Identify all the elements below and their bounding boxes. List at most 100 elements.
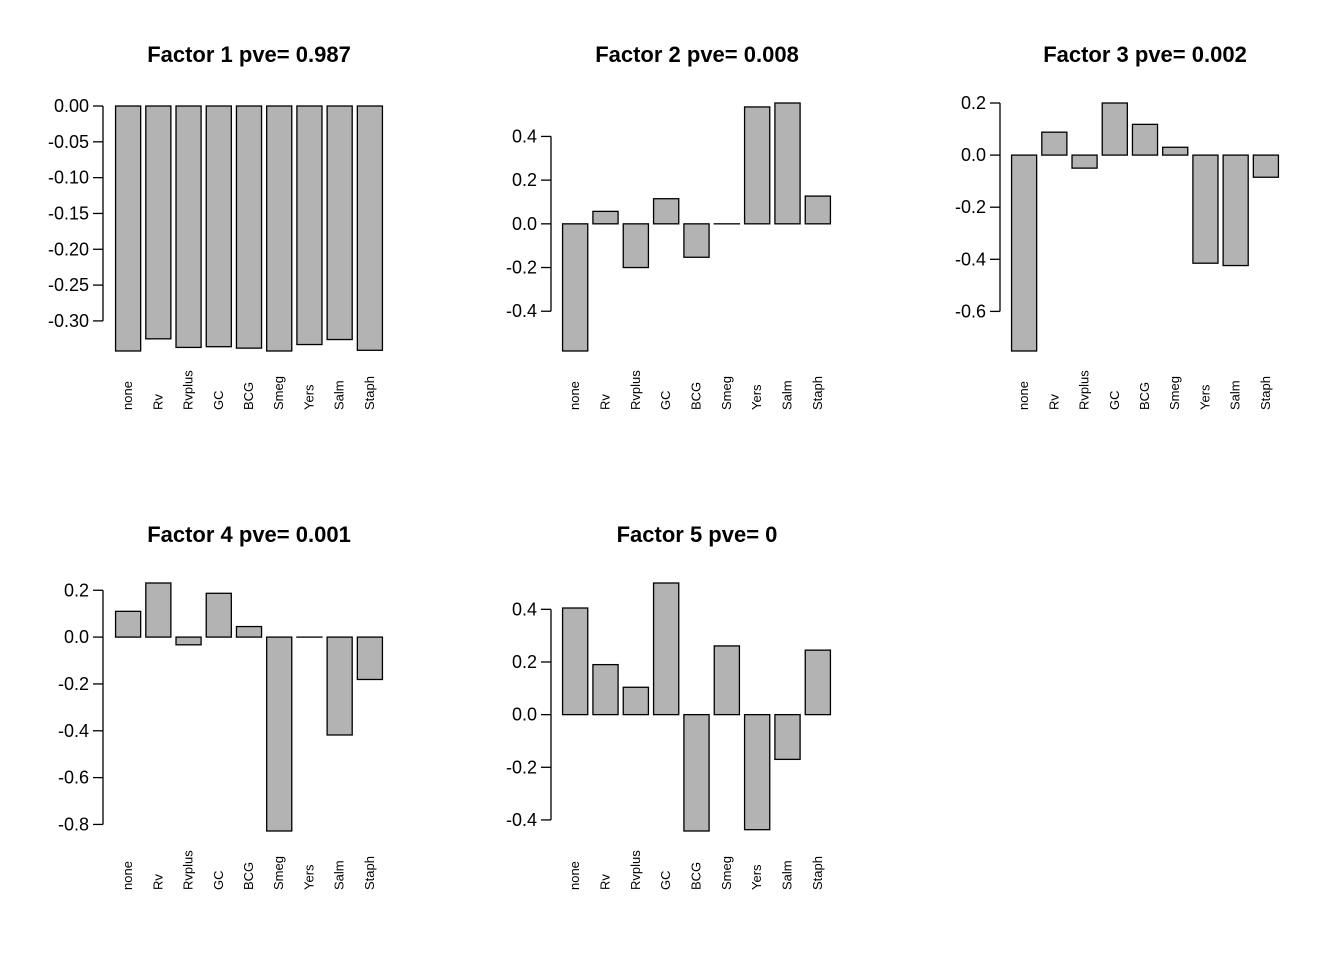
- factor-panel-3: Factor 3 pve= 0.002-0.6-0.4-0.20.00.2non…: [955, 42, 1278, 410]
- category-label: Rvplus: [628, 850, 643, 890]
- category-label: Yers: [301, 384, 316, 410]
- bar-salm: [1223, 155, 1248, 265]
- bar-salm: [775, 715, 800, 760]
- factor-panel-2: Factor 2 pve= 0.008-0.4-0.20.00.20.4none…: [506, 42, 830, 410]
- y-tick-label: -0.4: [506, 301, 537, 321]
- category-label: Salm: [780, 380, 795, 410]
- y-tick-label: 0.0: [512, 705, 537, 725]
- category-label: Salm: [332, 860, 347, 890]
- bar-staph: [357, 637, 382, 679]
- y-tick-label: 0.2: [512, 170, 537, 190]
- y-tick-label: -0.20: [48, 239, 89, 259]
- bar-yers: [745, 107, 770, 224]
- category-label: GC: [211, 391, 226, 411]
- bar-staph: [1253, 155, 1278, 177]
- category-label: Yers: [749, 864, 764, 890]
- bar-none: [116, 106, 141, 351]
- bar-rvplus: [1072, 155, 1097, 168]
- bar-bcg: [684, 715, 709, 831]
- factor-panel-1: Factor 1 pve= 0.987 0.00 -0.05 -0.10 -0.15 -0…: [48, 42, 382, 410]
- bar-rvplus: [176, 106, 201, 347]
- bar-yers: [745, 715, 770, 830]
- y-tick-label: -0.4: [506, 810, 537, 830]
- bar-bcg: [684, 224, 709, 257]
- category-label: Staph: [810, 376, 825, 410]
- category-label: BCG: [241, 862, 256, 890]
- y-tick-label: 0.4: [512, 126, 537, 146]
- category-label: none: [120, 861, 135, 890]
- y-tick-label: -0.8: [58, 814, 89, 834]
- category-label: Yers: [749, 384, 764, 410]
- category-label: Smeg: [719, 376, 734, 410]
- bar-rv: [1042, 132, 1067, 155]
- factor-panel-5: Factor 5 pve= 0 -0.4 -0.2 0.0 0.2 0.4 none Rv Rv…: [506, 522, 830, 890]
- category-label: Salm: [1228, 380, 1243, 410]
- category-label: Smeg: [271, 856, 286, 890]
- bar-bcg: [236, 627, 261, 638]
- category-label: none: [120, 381, 135, 410]
- bar-smeg: [714, 646, 739, 715]
- category-label: Rv: [150, 394, 165, 410]
- bar-bcg: [236, 106, 261, 348]
- y-tick-label: 0.4: [512, 599, 537, 619]
- panel-title: Factor 3 pve= 0.002: [1043, 42, 1247, 67]
- bar-yers: [297, 106, 322, 345]
- bar-yers: [1193, 155, 1218, 263]
- panel-title: Factor 5 pve= 0: [617, 522, 778, 547]
- bar-rvplus: [623, 224, 648, 268]
- bar-gc: [654, 583, 679, 715]
- category-label: GC: [211, 871, 226, 891]
- y-tick-label: -0.6: [58, 768, 89, 788]
- category-label: Rv: [150, 874, 165, 890]
- category-label: Rvplus: [1077, 370, 1092, 410]
- y-tick-label: -0.30: [48, 311, 89, 331]
- y-tick-label: 0.0: [961, 145, 986, 165]
- bar-smeg: [1163, 147, 1188, 155]
- category-label: Staph: [1258, 376, 1273, 410]
- bar-rvplus: [623, 687, 648, 714]
- bar-rv: [593, 665, 618, 715]
- y-tick-label: -0.05: [48, 132, 89, 152]
- bar-none: [563, 608, 588, 715]
- category-label: GC: [1107, 391, 1122, 411]
- bar-staph: [805, 196, 830, 224]
- bar-rvplus: [176, 637, 201, 645]
- category-label: none: [1016, 381, 1031, 410]
- bar-rv: [593, 211, 618, 223]
- bar-rv: [146, 106, 171, 339]
- y-tick-label: 0.0: [64, 627, 89, 647]
- panel-title: Factor 1 pve= 0.987: [147, 42, 351, 67]
- y-tick-label: -0.10: [48, 168, 89, 188]
- category-label: Yers: [1197, 384, 1212, 410]
- y-tick-label: 0.00: [54, 96, 89, 116]
- category-label: Rvplus: [181, 370, 196, 410]
- category-label: Smeg: [1167, 376, 1182, 410]
- y-tick-label: -0.15: [48, 203, 89, 223]
- category-label: Rv: [598, 874, 613, 890]
- category-label: Salm: [332, 380, 347, 410]
- bar-gc: [206, 593, 231, 637]
- y-tick-label: 0.2: [64, 580, 89, 600]
- category-label: Yers: [301, 864, 316, 890]
- y-tick-label: -0.4: [955, 249, 986, 269]
- category-label: Staph: [810, 856, 825, 890]
- category-label: BCG: [1137, 382, 1152, 410]
- category-label: none: [567, 861, 582, 890]
- y-tick-label: 0.2: [512, 652, 537, 672]
- bar-salm: [327, 637, 352, 735]
- bar-gc: [206, 106, 231, 347]
- category-label: BCG: [689, 862, 704, 890]
- category-label: Staph: [362, 856, 377, 890]
- category-label: Rvplus: [181, 850, 196, 890]
- y-tick-label: -0.2: [58, 674, 89, 694]
- category-label: GC: [658, 391, 673, 411]
- category-label: GC: [658, 871, 673, 891]
- bar-gc: [1102, 103, 1127, 155]
- panel-title: Factor 2 pve= 0.008: [595, 42, 799, 67]
- bar-salm: [327, 106, 352, 340]
- category-label: Rv: [1046, 394, 1061, 410]
- y-tick-label: -0.2: [506, 757, 537, 777]
- y-tick-label: -0.2: [506, 258, 537, 278]
- bar-smeg: [267, 106, 292, 351]
